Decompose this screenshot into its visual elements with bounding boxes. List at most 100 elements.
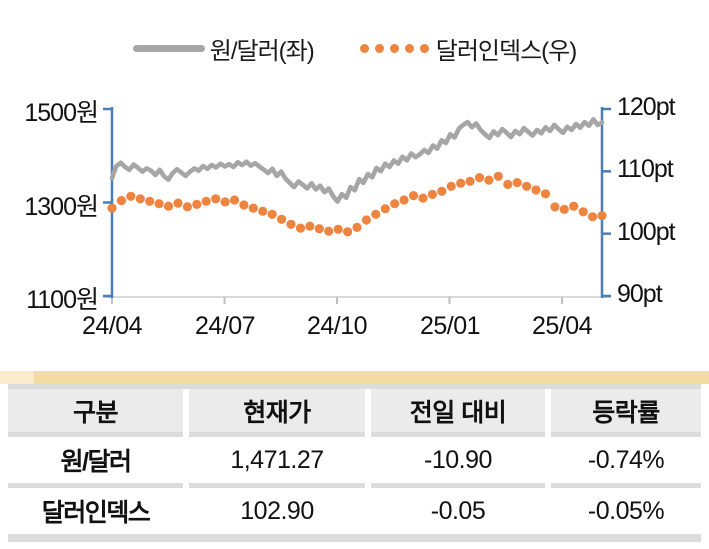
- dollar-index-dot: [503, 179, 513, 189]
- dollar-index-dot: [277, 214, 287, 224]
- legend-label-krw: 원/달러(좌): [209, 38, 315, 65]
- x-axis-label: 25/01: [419, 312, 481, 340]
- table-row-separator: [371, 483, 545, 488]
- dollar-index-dot: [522, 181, 532, 191]
- table-value-cell: -0.05%: [551, 488, 701, 534]
- dollar-index-dot: [371, 209, 381, 219]
- table-row-separator: [8, 483, 183, 488]
- table-header-cell: 전일 대비: [371, 389, 545, 432]
- table-row-separator: [8, 432, 183, 437]
- dollar-index-dot: [107, 203, 117, 213]
- dollar-index-dot: [145, 196, 155, 206]
- table-accent-bar-left: [0, 371, 34, 384]
- dollar-index-dot: [559, 204, 569, 214]
- right-axis-label: 110pt: [617, 155, 674, 183]
- dollar-index-dot: [474, 173, 485, 183]
- dollar-index-dot: [540, 189, 551, 199]
- dollar-index-dot: [456, 178, 466, 188]
- table-header-cell: 구분: [8, 389, 183, 432]
- table-value-cell: 1,471.27: [189, 437, 365, 483]
- dollar-index-dot: [305, 221, 315, 231]
- table-value-cell: -0.05: [371, 488, 545, 534]
- dollar-index-dot: [286, 219, 296, 229]
- dollar-index-dot: [531, 185, 541, 195]
- left-axis-label: 1500원: [24, 99, 99, 127]
- x-axis-label: 24/07: [194, 312, 256, 340]
- dollar-index-dot: [324, 226, 334, 236]
- x-axis-label: 24/10: [306, 312, 368, 340]
- dollar-index-dot: [333, 224, 343, 234]
- table-header-cell: 현재가: [189, 389, 365, 432]
- dollar-index-dot: [173, 198, 183, 208]
- right-axis-label: 120pt: [617, 93, 676, 121]
- dollar-index-dot: [154, 199, 164, 209]
- dollar-index-dot: [229, 195, 240, 205]
- dollar-index-dot: [361, 215, 371, 225]
- dollar-index-dot: [295, 223, 306, 233]
- dollar-index-dot: [314, 224, 324, 234]
- dollar-index-dot: [239, 200, 249, 210]
- table-row-separator: [371, 432, 545, 437]
- dollar-index-dot: [390, 199, 400, 209]
- dollar-index-dot: [126, 191, 136, 201]
- table-header-cell: 등락률: [551, 389, 701, 432]
- dollar-index-dot: [182, 202, 192, 212]
- dollar-index-dot: [163, 201, 174, 211]
- dollar-index-dot: [588, 212, 598, 222]
- dollar-index-dot: [258, 206, 268, 216]
- krw-line-swatch-icon: [132, 45, 205, 52]
- table-row-label: 달러인덱스: [8, 488, 183, 534]
- x-axis-label: 24/04: [81, 312, 143, 340]
- table-row-separator: [551, 432, 701, 437]
- right-axis-label: 100pt: [617, 218, 676, 246]
- dollar-index-dot: [343, 227, 353, 237]
- dollar-index-dot: [116, 196, 126, 206]
- dollar-index-dot: [418, 193, 428, 203]
- dollar-index-dot: [427, 189, 437, 199]
- table-row-separator: [189, 432, 365, 437]
- dollar-index-dot: [569, 201, 579, 211]
- legend-item-dxy: 달러인덱스(우): [359, 31, 577, 66]
- dollar-index-dot: [493, 171, 503, 181]
- left-axis-label: 1300원: [24, 193, 99, 221]
- table-value-cell: -0.74%: [551, 437, 701, 483]
- table-accent-bar: [0, 371, 709, 384]
- dollar-index-dot: [446, 181, 456, 191]
- x-axis-label: 25/04: [531, 312, 593, 340]
- dollar-index-dot: [192, 199, 202, 209]
- legend-item-krw: 원/달러(좌): [132, 31, 315, 66]
- left-axis-label: 1100원: [26, 286, 99, 314]
- table-row-separator: [189, 483, 365, 488]
- dollar-index-dot: [408, 191, 419, 201]
- krw-usd-line: [109, 117, 605, 204]
- dollar-index-dot: [135, 194, 145, 204]
- table-value-cell: -10.90: [371, 437, 545, 483]
- dollar-index-dot: [437, 186, 447, 196]
- table-row-label: 원/달러: [8, 437, 183, 483]
- dollar-index-dot: [220, 197, 230, 207]
- dollar-index-dot: [465, 176, 475, 186]
- table-value-cell: 102.90: [189, 488, 365, 534]
- dollar-index-dot: [578, 207, 588, 217]
- dollar-index-dot: [399, 195, 409, 205]
- fx-line-chart: [103, 107, 611, 304]
- dollar-index-dot: [352, 222, 362, 232]
- dollar-index-dot: [484, 175, 494, 185]
- dollar-index-dot: [267, 209, 277, 219]
- chart-legend: 원/달러(좌) 달러인덱스(우): [0, 31, 709, 66]
- table-row-separator: [551, 483, 701, 488]
- dollar-index-dot: [380, 204, 390, 214]
- legend-label-dxy: 달러인덱스(우): [435, 38, 577, 65]
- dollar-index-dot: [211, 194, 221, 204]
- dollar-index-dot: [201, 196, 211, 206]
- dollar-index-dot: [597, 211, 607, 221]
- table-top-separator: [8, 384, 701, 389]
- dxy-dots-swatch-icon: [359, 44, 429, 53]
- dollar-index-dot: [248, 203, 258, 213]
- dollar-index-dot: [550, 202, 560, 212]
- right-axis-label: 90pt: [617, 280, 663, 308]
- dollar-index-dot: [512, 178, 522, 188]
- table-bottom-separator: [8, 534, 701, 542]
